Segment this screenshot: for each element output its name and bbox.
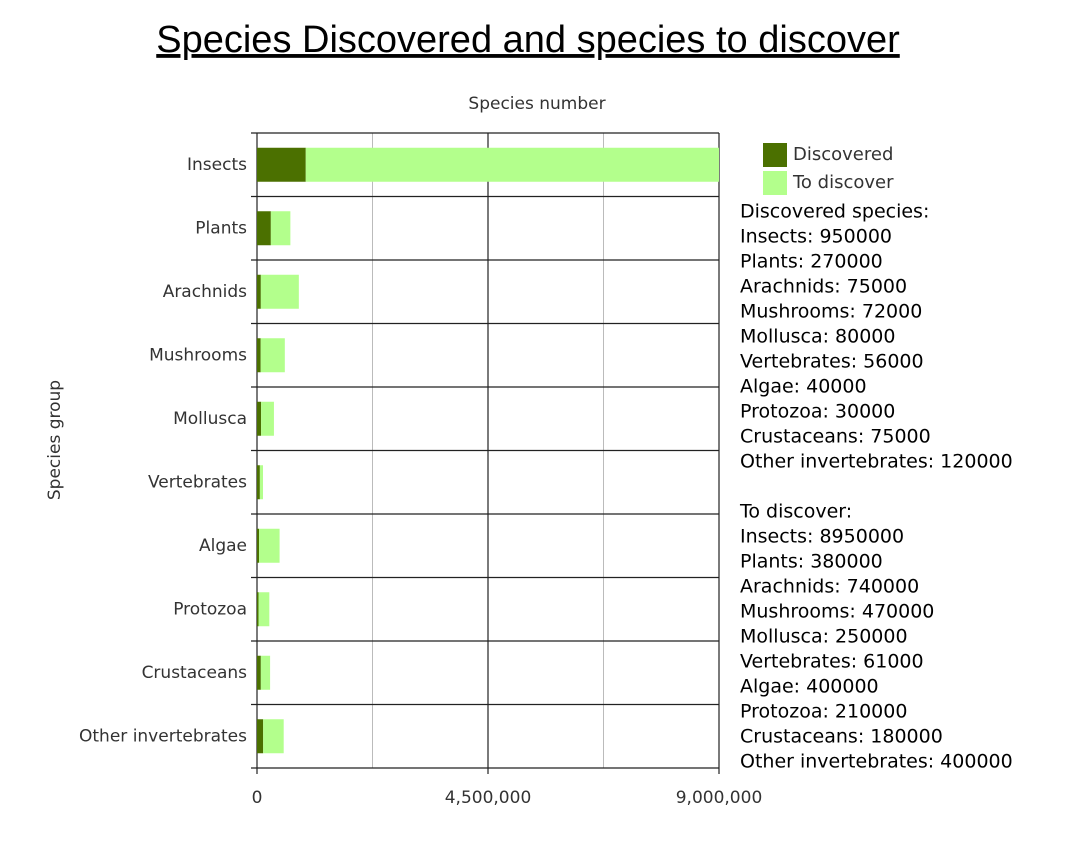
- annotation-line: Other invertebrates: 120000: [740, 451, 1013, 473]
- y-tick-label: Insects: [187, 155, 247, 175]
- annotation-heading: Discovered species:: [740, 201, 929, 223]
- grid: [251, 132, 720, 774]
- bar-segment: [258, 592, 270, 627]
- annotation-line: Insects: 950000: [740, 226, 892, 248]
- annotation-line: Insects: 8950000: [740, 526, 904, 548]
- bar-segment: [257, 401, 262, 436]
- bar-segment: [305, 147, 719, 182]
- bar-segment: [260, 274, 299, 309]
- annotation-line: Crustaceans: 180000: [740, 726, 943, 748]
- bar-segment: [263, 719, 284, 754]
- annotation-line: Other invertebrates: 400000: [740, 751, 1013, 773]
- y-tick-label: Algae: [199, 536, 247, 556]
- x-tick-label: 9,000,000: [676, 788, 763, 808]
- overlay: Discovered To discover Discovered species:…: [739, 143, 1013, 773]
- annotation-line: Vertebrates: 56000: [740, 351, 924, 373]
- y-axis-label: Species group: [45, 380, 65, 500]
- y-tick-label: Plants: [195, 218, 247, 238]
- bar-segment: [259, 465, 264, 500]
- annotation-line: Protozoa: 30000: [740, 401, 895, 423]
- legend-label: Discovered: [793, 144, 893, 165]
- bar-segment: [257, 655, 261, 690]
- bar-segment: [270, 211, 291, 246]
- annotation-line: Mollusca: 250000: [740, 626, 908, 648]
- chart-title: Species Discovered and species to discov…: [156, 19, 900, 61]
- x-tick-label: 4,500,000: [445, 788, 532, 808]
- annotation-line: Algae: 40000: [740, 376, 867, 398]
- legend-swatch: [763, 143, 787, 167]
- annotation-line: Arachnids: 75000: [740, 276, 907, 298]
- y-tick-label: Mollusca: [173, 409, 247, 429]
- bar-segment: [257, 211, 271, 246]
- bars: [257, 147, 719, 754]
- bar-segment: [257, 719, 264, 754]
- bar-segment: [260, 655, 271, 690]
- annotation-line: Mollusca: 80000: [740, 326, 896, 348]
- bar-segment: [257, 338, 261, 373]
- y-tick-label: Arachnids: [163, 282, 247, 302]
- y-tick-label: Crustaceans: [142, 663, 248, 683]
- annotation-heading: To discover:: [739, 501, 852, 523]
- annotation-line: Vertebrates: 61000: [740, 651, 924, 673]
- bar-segment: [257, 592, 259, 627]
- annotation-line: Protozoa: 210000: [740, 701, 907, 723]
- y-tick-label: Protozoa: [173, 599, 247, 619]
- y-tick-label: Other invertebrates: [79, 726, 247, 746]
- annotation-line: Arachnids: 740000: [740, 576, 919, 598]
- bar-segment: [260, 338, 285, 373]
- y-tick-label: Vertebrates: [148, 472, 247, 492]
- bar-segment: [257, 274, 261, 309]
- x-axis-label: Species number: [468, 94, 605, 114]
- x-tick-label: 0: [252, 788, 263, 808]
- annotation-line: Plants: 380000: [740, 551, 883, 573]
- bar-segment: [261, 401, 274, 436]
- bar-segment: [257, 528, 260, 563]
- bar-segment: [257, 465, 260, 500]
- y-tick-label: Mushrooms: [149, 345, 247, 365]
- annotation-line: Mushrooms: 72000: [740, 301, 922, 323]
- annotation-line: Algae: 400000: [740, 676, 879, 698]
- annotation-line: Crustaceans: 75000: [740, 426, 931, 448]
- annotation-line: Mushrooms: 470000: [740, 601, 934, 623]
- bar-segment: [259, 528, 280, 563]
- bar-segment: [257, 147, 306, 182]
- annotation-line: Plants: 270000: [740, 251, 883, 273]
- legend-swatch: [763, 171, 787, 195]
- legend-label: To discover: [792, 172, 894, 193]
